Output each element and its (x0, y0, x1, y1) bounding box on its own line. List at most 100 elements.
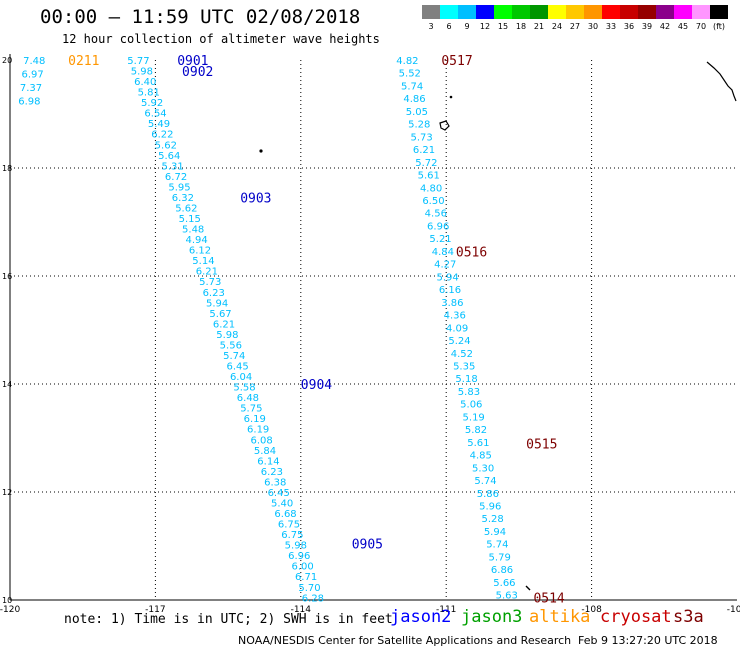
legend-swatch (512, 5, 530, 19)
wave-height-value: 6.72 (165, 172, 187, 183)
wave-height-value: 6.48 (237, 393, 259, 404)
wave-height-value: 5.05 (406, 107, 428, 118)
island-dot (259, 149, 263, 153)
y-tick-label: 20 (2, 56, 12, 65)
wave-height-value: 5.94 (437, 272, 459, 283)
wave-height-value: 5.30 (472, 463, 494, 474)
wave-height-value: 5.31 (162, 161, 184, 172)
wave-height-value: 5.74 (474, 476, 496, 487)
wave-height-value: 6.21 (196, 267, 218, 278)
legend-swatch (674, 5, 692, 19)
wave-height-value: 6.98 (18, 97, 40, 108)
legend-label: 27 (569, 22, 581, 31)
legend-label: 70 (695, 22, 707, 31)
wave-height-value: 5.82 (465, 425, 487, 436)
wave-height-value: 6.96 (288, 551, 310, 562)
wave-height-value: 6.97 (21, 70, 43, 81)
pass-time-label: 0902 (182, 65, 213, 80)
legend-swatch (602, 5, 620, 19)
pass-time-label: 0901 (177, 54, 208, 69)
pass-time-label: 0516 (456, 246, 487, 261)
wave-height-value: 4.09 (446, 323, 468, 334)
wave-height-value: 5.52 (399, 69, 421, 80)
wave-height-value: 5.92 (141, 98, 163, 109)
pass-time-label: 0514 (533, 591, 564, 606)
wave-height-value: 6.16 (439, 285, 461, 296)
pass-time-label: 0515 (526, 437, 557, 452)
wave-height-value: 6.12 (189, 246, 211, 257)
page-title: 00:00 – 11:59 UTC 02/08/2018 (40, 6, 361, 28)
y-tick-label: 18 (2, 164, 12, 173)
wave-height-value: 6.19 (244, 414, 266, 425)
wave-height-value: 5.84 (254, 446, 276, 457)
wave-height-value: 5.62 (175, 203, 197, 214)
track-0211: 7.48 6.97 7.37 6.98 0211 (18, 54, 99, 108)
wave-height-value: 6.32 (172, 193, 194, 204)
y-tick-label: 10 (2, 596, 12, 605)
legend-label: 9 (464, 22, 470, 31)
wave-height-value: 5.15 (179, 214, 201, 225)
legend-swatch (638, 5, 656, 19)
wave-height-value: 5.19 (463, 412, 485, 423)
wave-height-value: 5.79 (489, 552, 511, 563)
wave-height-value: 5.58 (233, 383, 255, 394)
credit-line: NOAA/NESDIS Center for Satellite Applica… (238, 634, 572, 647)
wave-height-value: 5.40 (271, 498, 293, 509)
wave-height-value: 5.81 (138, 88, 160, 99)
wave-height-value: 5.73 (199, 277, 221, 288)
wave-height-value: 6.45 (227, 362, 249, 373)
wave-height-value: 6.71 (295, 572, 317, 583)
legend-swatch (422, 5, 440, 19)
wave-height-value: 4.86 (403, 94, 425, 105)
wave-height-value: 5.74 (486, 540, 508, 551)
wave-height-value: 7.48 (23, 56, 45, 67)
map-grid (9, 54, 737, 601)
wave-height-value: 5.77 (127, 56, 149, 67)
wave-height-value: 5.64 (158, 151, 180, 162)
legend-label: 6 (446, 22, 452, 31)
legend-label: 33 (605, 22, 617, 31)
wave-height-value: 6.68 (274, 509, 296, 520)
wave-height-value: 6.19 (247, 425, 269, 436)
wave-height-value: 5.62 (155, 140, 177, 151)
wave-height-value: 6.54 (144, 109, 166, 120)
wave-height-value: 5.67 (209, 309, 231, 320)
track-0517: 4.825.525.744.865.055.285.736.215.725.61… (396, 54, 565, 606)
satellite-jason2: jason2 (390, 607, 452, 627)
x-tick-label: -105 (727, 605, 740, 615)
pass-time-label: 0211 (68, 54, 99, 69)
wave-height-value: 5.96 (479, 502, 501, 513)
generation-timestamp: Feb 9 13:27:20 UTC 2018 (578, 634, 718, 647)
legend-label: 3 (428, 22, 434, 31)
wave-height-value: 5.74 (223, 351, 245, 362)
wave-height-value: 6.45 (268, 488, 290, 499)
legend-label: 36 (623, 22, 635, 31)
wave-height-value: 4.27 (434, 260, 456, 271)
wave-height-value: 6.21 (413, 145, 435, 156)
legend-label: 39 (641, 22, 653, 31)
coastline-fragment (706, 61, 737, 102)
wave-height-value: 4.80 (420, 183, 442, 194)
wave-height-value: 5.98 (216, 330, 238, 341)
legend-swatch (476, 5, 494, 19)
legend-label: 42 (659, 22, 671, 31)
x-tick-label: -111 (436, 605, 456, 615)
wave-height-value: 4.56 (425, 209, 447, 220)
wave-height-value: 5.56 (220, 340, 242, 351)
legend-swatch (458, 5, 476, 19)
satellite-altika: altika (529, 607, 591, 627)
island-outline (439, 120, 450, 131)
legend-swatch (530, 5, 548, 19)
wave-height-value: 4.94 (185, 235, 207, 246)
wave-height-value: 4.36 (444, 311, 466, 322)
wave-height-value: 6.21 (213, 319, 235, 330)
legend-swatch (494, 5, 512, 19)
coastline (259, 61, 737, 591)
wave-height-value: 5.73 (410, 132, 432, 143)
legend-label: 30 (587, 22, 599, 31)
legend-swatch (710, 5, 728, 19)
wave-height-value: 6.50 (422, 196, 444, 207)
wave-height-value: 6.22 (151, 130, 173, 141)
